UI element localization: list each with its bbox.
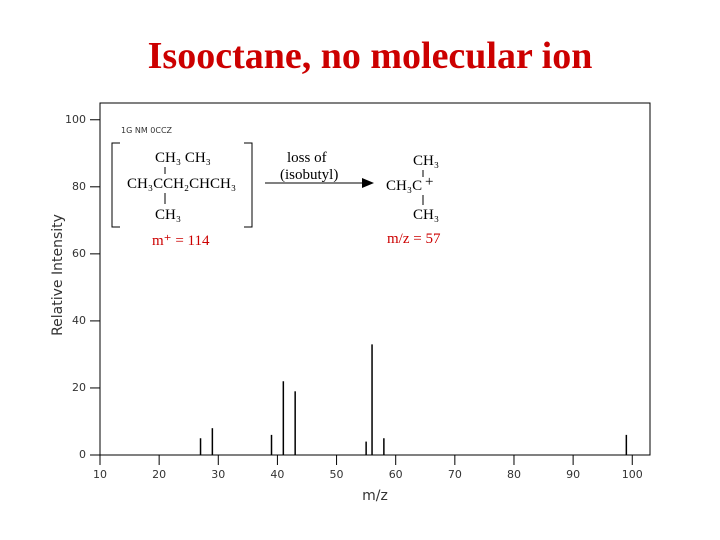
mass-label: m/z = 57 (387, 231, 441, 247)
x-tick-label: 50 (330, 468, 344, 481)
y-tick-label: 100 (65, 113, 86, 126)
x-tick-label: 70 (448, 468, 462, 481)
x-tick-label: 30 (211, 468, 225, 481)
charge: + (425, 174, 433, 190)
bracket (111, 142, 253, 228)
plot-frame (99, 102, 651, 456)
reaction-text: (isobutyl) (280, 167, 338, 183)
x-tick-label: 100 (622, 468, 643, 481)
x-tick-label: 60 (389, 468, 403, 481)
x-tick-label: 80 (507, 468, 521, 481)
x-axis-label: m/z (362, 488, 388, 504)
x-tick-label: 10 (93, 468, 107, 481)
structure-text: CH₃ (155, 207, 181, 223)
spectrum-code: 1G NM 0CCZ (121, 126, 173, 135)
arrow-head (362, 178, 374, 188)
x-tick-label: 90 (566, 468, 580, 481)
structure-text: CH₃CCH₂CHCH₃ (127, 176, 236, 192)
y-tick-label: 0 (79, 448, 86, 461)
mass-label: m⁺ = 114 (152, 233, 210, 249)
structure-text: CH₃ (413, 153, 439, 169)
chart-title: Isooctane, no molecular ion (148, 35, 593, 77)
y-axis-label: Relative Intensity (50, 214, 66, 336)
structure-text: CH₃C (386, 178, 422, 194)
y-tick-label: 20 (72, 381, 86, 394)
x-tick-label: 40 (270, 468, 284, 481)
y-tick-label: 40 (72, 314, 86, 327)
x-tick-label: 20 (152, 468, 166, 481)
reaction-text: loss of (287, 150, 327, 166)
structure-text: CH₃ CH₃ (155, 150, 211, 166)
y-tick-label: 80 (72, 180, 86, 193)
structure-text: CH₃ (413, 207, 439, 223)
y-tick-label: 60 (72, 247, 86, 260)
